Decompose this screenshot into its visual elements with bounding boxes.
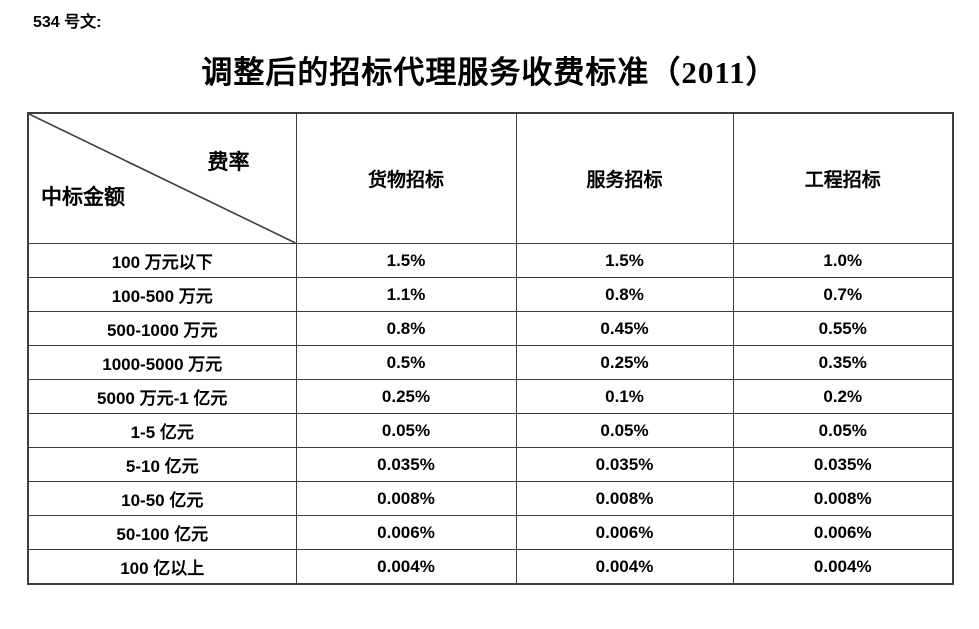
header-row: 费率 中标金额 货物招标 服务招标 工程招标 bbox=[27, 112, 954, 244]
fee-value: 1.1% bbox=[295, 277, 517, 312]
fee-value: 1.0% bbox=[732, 243, 954, 278]
fee-value: 0.004% bbox=[732, 549, 954, 585]
fee-value: 0.8% bbox=[295, 311, 517, 346]
fee-value: 1.5% bbox=[515, 243, 734, 278]
amount-range-label: 50-100 亿元 bbox=[27, 515, 297, 550]
table-row: 10-50 亿元 0.008% 0.008% 0.008% bbox=[27, 481, 954, 516]
table-row: 50-100 亿元 0.006% 0.006% 0.006% bbox=[27, 515, 954, 550]
amount-range-label: 1000-5000 万元 bbox=[27, 345, 297, 380]
amount-range-label: 100 万元以下 bbox=[27, 243, 297, 278]
table-row: 1000-5000 万元 0.5% 0.25% 0.35% bbox=[27, 345, 954, 380]
table-row: 1-5 亿元 0.05% 0.05% 0.05% bbox=[27, 413, 954, 448]
column-header-engineering-tender: 工程招标 bbox=[732, 112, 954, 244]
fee-value: 0.006% bbox=[295, 515, 517, 550]
corner-label-amount: 中标金额 bbox=[41, 185, 125, 209]
fee-value: 0.008% bbox=[295, 481, 517, 516]
fee-value: 0.05% bbox=[515, 413, 734, 448]
fee-value: 1.5% bbox=[295, 243, 517, 278]
table-row: 500-1000 万元 0.8% 0.45% 0.55% bbox=[27, 311, 954, 346]
amount-range-label: 500-1000 万元 bbox=[27, 311, 297, 346]
amount-range-label: 100 亿以上 bbox=[27, 549, 297, 585]
table-row: 100-500 万元 1.1% 0.8% 0.7% bbox=[27, 277, 954, 312]
fee-value: 0.55% bbox=[732, 311, 954, 346]
fee-value: 0.035% bbox=[295, 447, 517, 482]
column-header-service-tender: 服务招标 bbox=[515, 112, 734, 244]
table-row: 100 万元以下 1.5% 1.5% 1.0% bbox=[27, 243, 954, 278]
fee-value: 0.25% bbox=[515, 345, 734, 380]
fee-value: 0.45% bbox=[515, 311, 734, 346]
fee-value: 0.2% bbox=[732, 379, 954, 414]
fee-value: 0.008% bbox=[515, 481, 734, 516]
fee-value: 0.006% bbox=[732, 515, 954, 550]
amount-range-label: 100-500 万元 bbox=[27, 277, 297, 312]
doc-number-label: 534 号文: bbox=[33, 14, 102, 31]
table-row: 5-10 亿元 0.035% 0.035% 0.035% bbox=[27, 447, 954, 482]
fee-value: 0.25% bbox=[295, 379, 517, 414]
fee-value: 0.035% bbox=[732, 447, 954, 482]
fee-value: 0.7% bbox=[732, 277, 954, 312]
amount-range-label: 5-10 亿元 bbox=[27, 447, 297, 482]
fee-value: 0.5% bbox=[295, 345, 517, 380]
fee-value: 0.1% bbox=[515, 379, 734, 414]
fee-value: 0.004% bbox=[515, 549, 734, 585]
table-row: 5000 万元-1 亿元 0.25% 0.1% 0.2% bbox=[27, 379, 954, 414]
amount-range-label: 5000 万元-1 亿元 bbox=[27, 379, 297, 414]
corner-label-rate: 费率 bbox=[207, 150, 250, 174]
fee-value: 0.05% bbox=[732, 413, 954, 448]
corner-header-cell: 费率 中标金额 bbox=[27, 112, 297, 244]
column-header-goods-tender: 货物招标 bbox=[295, 112, 517, 244]
fee-value: 0.035% bbox=[515, 447, 734, 482]
fee-value: 0.004% bbox=[295, 549, 517, 585]
fee-value: 0.008% bbox=[732, 481, 954, 516]
amount-range-label: 1-5 亿元 bbox=[27, 413, 297, 448]
table-row: 100 亿以上 0.004% 0.004% 0.004% bbox=[27, 549, 954, 585]
fee-value: 0.35% bbox=[732, 345, 954, 380]
fee-value: 0.05% bbox=[295, 413, 517, 448]
fee-table: 费率 中标金额 货物招标 服务招标 工程招标 100 万元以下 1.5% 1.5… bbox=[27, 112, 954, 585]
fee-value: 0.006% bbox=[515, 515, 734, 550]
amount-range-label: 10-50 亿元 bbox=[27, 481, 297, 516]
page-title: 调整后的招标代理服务收费标准（2011） bbox=[201, 55, 778, 90]
fee-value: 0.8% bbox=[515, 277, 734, 312]
diagonal-divider-line bbox=[29, 114, 296, 243]
